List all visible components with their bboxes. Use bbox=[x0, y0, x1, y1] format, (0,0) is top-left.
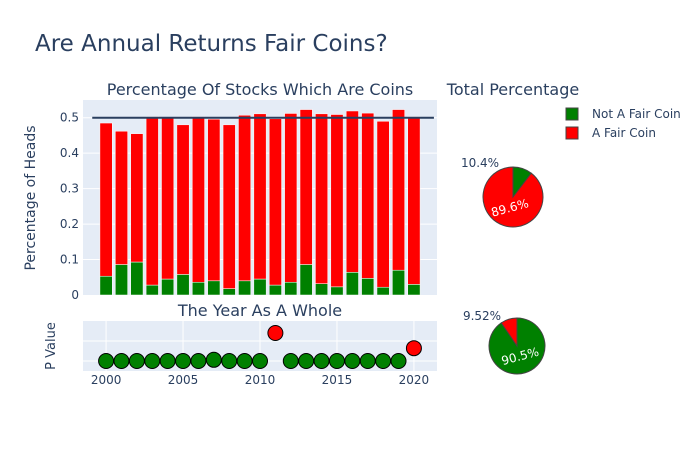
bar-segment bbox=[130, 261, 144, 296]
bar-segment bbox=[99, 275, 113, 296]
bar-segment bbox=[376, 121, 390, 288]
bar-y-tick-label: 0.4 bbox=[60, 146, 79, 160]
bar-y-tick-labels: 0 0.1 0.2 0.3 0.4 0.5 bbox=[60, 111, 79, 302]
bar-segment bbox=[345, 110, 359, 273]
bar-y-tick-label: 0.1 bbox=[60, 253, 79, 267]
bar-segment bbox=[176, 124, 190, 275]
scatter-point bbox=[98, 353, 115, 369]
bar-chart-panel: 0 0.1 0.2 0.3 0.4 0.5 Percentage Of Stocks Wh… bbox=[23, 80, 437, 302]
scatter-point bbox=[128, 353, 145, 369]
bar-segment bbox=[345, 272, 359, 296]
pie-slice bbox=[500, 317, 518, 348]
scatter-point bbox=[205, 351, 222, 368]
bar-segment bbox=[99, 122, 113, 277]
bar-segment bbox=[392, 109, 405, 271]
bar-segment bbox=[161, 117, 175, 280]
bar-segment bbox=[222, 288, 236, 296]
scatter-point bbox=[113, 353, 130, 369]
scatter-point bbox=[221, 353, 238, 369]
bar-segment bbox=[145, 284, 159, 296]
scatter-point bbox=[390, 353, 407, 369]
bar-segment bbox=[299, 264, 313, 296]
bar-segment bbox=[361, 278, 375, 296]
bar-marks bbox=[99, 109, 421, 296]
legend-swatch bbox=[565, 107, 579, 121]
scatter-point bbox=[282, 353, 299, 369]
bar-segment bbox=[130, 133, 144, 263]
scatter-point bbox=[313, 353, 330, 369]
bar-segment bbox=[315, 283, 328, 296]
bar-segment bbox=[315, 113, 328, 284]
bar-segment bbox=[238, 280, 252, 296]
bar-segment bbox=[207, 118, 221, 282]
scatter-point bbox=[375, 353, 392, 369]
bar-segment bbox=[145, 116, 159, 286]
bar-segment bbox=[253, 113, 267, 280]
scatter-point bbox=[144, 353, 161, 369]
legend: Not A Fair Coin A Fair Coin bbox=[565, 107, 681, 140]
bar-segment bbox=[407, 284, 421, 296]
scatter-point bbox=[252, 353, 268, 369]
total-percentage-pie: 10.4%89.6% bbox=[461, 156, 544, 228]
legend-label: Not A Fair Coin bbox=[592, 107, 681, 121]
pie-chart-title: Total Percentage bbox=[446, 80, 579, 99]
bar-segment bbox=[407, 116, 421, 285]
bar-segment bbox=[176, 274, 190, 296]
scatter-y-axis-label: P Value bbox=[44, 322, 59, 370]
scatter-point bbox=[328, 353, 345, 369]
legend-label: A Fair Coin bbox=[592, 126, 656, 140]
bar-segment bbox=[376, 286, 390, 296]
bar-segment bbox=[268, 284, 282, 296]
bar-y-tick-label: 0.5 bbox=[60, 111, 79, 125]
scatter-point bbox=[236, 353, 253, 369]
bar-y-tick-label: 0 bbox=[71, 288, 79, 302]
bar-chart-title: Percentage Of Stocks Which Are Coins bbox=[107, 80, 414, 99]
scatter-x-tick-labels: 2000 2005 2010 2015 2020 bbox=[91, 373, 429, 387]
bar-segment bbox=[330, 286, 344, 296]
scatter-point bbox=[298, 353, 315, 369]
scatter-point bbox=[190, 353, 207, 369]
bar-segment bbox=[253, 278, 267, 296]
scatter-x-tick-label: 2010 bbox=[245, 373, 276, 387]
scatter-point bbox=[159, 353, 176, 369]
scatter-point bbox=[267, 325, 284, 341]
bar-segment bbox=[284, 113, 298, 283]
bar-y-axis-label: Percentage of Heads bbox=[23, 125, 39, 270]
bar-y-tick-label: 0.3 bbox=[60, 182, 79, 196]
pie-slice-label: 9.52% bbox=[463, 309, 501, 323]
scatter-point bbox=[359, 353, 376, 369]
bar-y-tick-label: 0.2 bbox=[60, 217, 79, 231]
bar-segment bbox=[222, 124, 236, 289]
scatter-point bbox=[344, 353, 361, 369]
pie-slice bbox=[482, 166, 544, 228]
scatter-x-tick-label: 2000 bbox=[91, 373, 122, 387]
bar-segment bbox=[238, 114, 252, 282]
bar-segment bbox=[115, 130, 128, 265]
bar-segment bbox=[392, 269, 405, 296]
scatter-x-tick-label: 2005 bbox=[168, 373, 199, 387]
bar-segment bbox=[284, 281, 298, 296]
pie-slice-label: 10.4% bbox=[461, 156, 499, 170]
scatter-x-tick-label: 2015 bbox=[322, 373, 353, 387]
scatter-chart-panel: 2000 2005 2010 2015 2020 The Year As A Whole… bbox=[44, 301, 437, 387]
year-whole-pie: 90.5%9.52% bbox=[463, 309, 546, 375]
bar-segment bbox=[161, 278, 175, 296]
scatter-point bbox=[405, 340, 422, 357]
bar-segment bbox=[361, 112, 375, 279]
bar-segment bbox=[330, 114, 344, 288]
scatter-marks bbox=[98, 325, 422, 369]
bar-segment bbox=[268, 118, 282, 286]
bar-segment bbox=[192, 116, 205, 283]
scatter-point bbox=[175, 353, 192, 369]
scatter-x-tick-label: 2020 bbox=[399, 373, 430, 387]
legend-swatch bbox=[565, 126, 579, 140]
scatter-chart-title: The Year As A Whole bbox=[177, 301, 342, 320]
bar-segment bbox=[192, 281, 205, 296]
bar-segment bbox=[207, 280, 221, 296]
main-title: Are Annual Returns Fair Coins? bbox=[35, 31, 388, 57]
bar-segment bbox=[299, 109, 313, 265]
bar-segment bbox=[115, 264, 128, 296]
